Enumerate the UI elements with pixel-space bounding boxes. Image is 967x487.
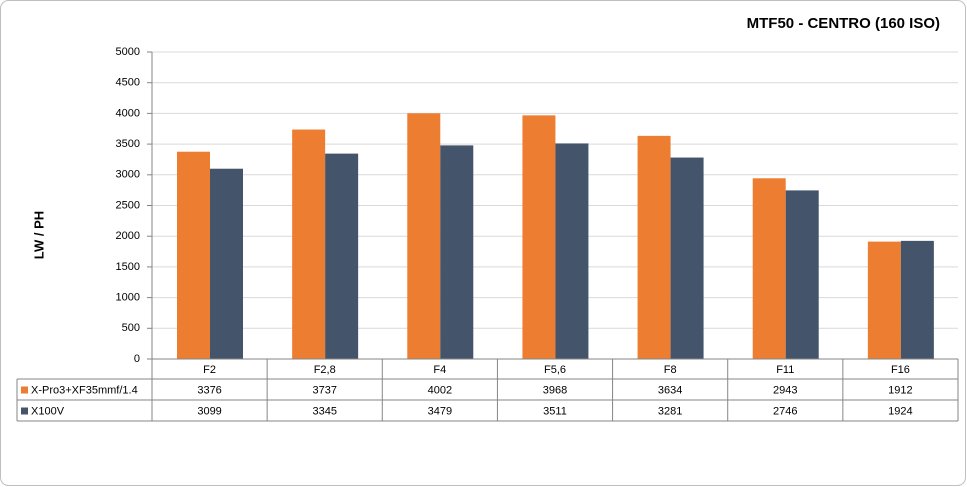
y-tick-label: 2000 [116, 230, 140, 242]
bar [292, 129, 326, 359]
y-tick-label: 5000 [116, 46, 140, 58]
x-tick-label: F16 [891, 364, 910, 376]
y-axis-label: LW / PH [31, 211, 46, 259]
x-tick-label: F11 [776, 364, 794, 376]
bar [325, 153, 359, 359]
x-tick-label: F4 [433, 364, 446, 376]
table-value: 3634 [658, 384, 682, 396]
y-tick-label: 1000 [116, 292, 140, 304]
y-tick-label: 3500 [116, 138, 140, 150]
legend-label: X-Pro3+XF35mmf/1.4 [31, 384, 138, 396]
legend-label: X100V [31, 405, 65, 417]
y-tick-label: 4500 [116, 77, 140, 89]
x-tick-label: F2 [203, 364, 216, 376]
chart-title: MTF50 - CENTRO (160 ISO) [747, 15, 940, 32]
y-tick-label: 1500 [116, 261, 140, 273]
bar [670, 157, 704, 359]
x-tick-label: F5,6 [544, 364, 566, 376]
x-tick-label: F2,8 [314, 364, 336, 376]
y-tick-label: 0 [134, 353, 140, 365]
x-tick-label: F8 [664, 364, 677, 376]
table-value: 3479 [428, 405, 452, 417]
bar [637, 135, 671, 359]
bar [752, 178, 786, 359]
table-value: 4002 [428, 384, 452, 396]
table-value: 3345 [312, 405, 336, 417]
bar [440, 145, 474, 359]
y-tick-label: 4000 [116, 107, 140, 119]
bar [407, 113, 441, 360]
legend-key [21, 386, 28, 394]
table-value: 3281 [658, 405, 682, 417]
bar [177, 151, 210, 359]
table-value: 3099 [197, 405, 221, 417]
table-value: 2746 [773, 405, 797, 417]
table-value: 2943 [773, 384, 797, 396]
table-value: 3737 [312, 384, 336, 396]
table-value: 1924 [888, 405, 912, 417]
y-tick-label: 2500 [116, 199, 140, 211]
bar [522, 115, 556, 359]
y-tick-label: 500 [122, 322, 140, 334]
table-value: 1912 [888, 384, 912, 396]
bar [900, 240, 934, 359]
bar [210, 168, 243, 359]
legend-key [21, 407, 28, 415]
table-value: 3511 [543, 405, 567, 417]
bar [785, 190, 819, 359]
bar [555, 143, 589, 359]
table-value: 3968 [543, 384, 567, 396]
y-tick-label: 3000 [116, 169, 140, 181]
bar [867, 241, 901, 359]
table-value: 3376 [197, 384, 221, 396]
